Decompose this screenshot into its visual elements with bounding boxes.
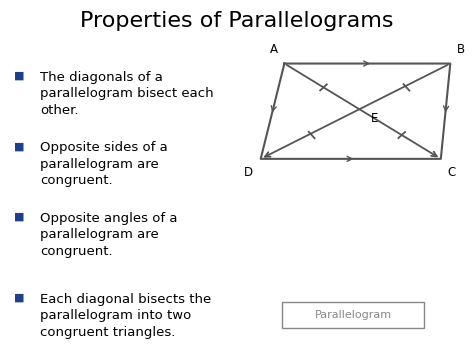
- Text: D: D: [244, 167, 254, 179]
- Text: Properties of Parallelograms: Properties of Parallelograms: [80, 11, 394, 31]
- Text: Opposite angles of a
parallelogram are
congruent.: Opposite angles of a parallelogram are c…: [40, 212, 178, 258]
- Text: ■: ■: [14, 293, 25, 303]
- Text: ■: ■: [14, 212, 25, 222]
- Text: Parallelogram: Parallelogram: [315, 310, 392, 320]
- Text: The diagonals of a
parallelogram bisect each
other.: The diagonals of a parallelogram bisect …: [40, 71, 214, 116]
- Text: ■: ■: [14, 141, 25, 151]
- Text: B: B: [456, 43, 465, 56]
- Text: Each diagonal bisects the
parallelogram into two
congruent triangles.: Each diagonal bisects the parallelogram …: [40, 293, 211, 339]
- Text: ■: ■: [14, 71, 25, 80]
- Text: Opposite sides of a
parallelogram are
congruent.: Opposite sides of a parallelogram are co…: [40, 141, 168, 187]
- FancyBboxPatch shape: [282, 302, 424, 328]
- Text: C: C: [447, 167, 456, 179]
- Text: A: A: [270, 43, 278, 56]
- Text: E: E: [371, 112, 378, 125]
